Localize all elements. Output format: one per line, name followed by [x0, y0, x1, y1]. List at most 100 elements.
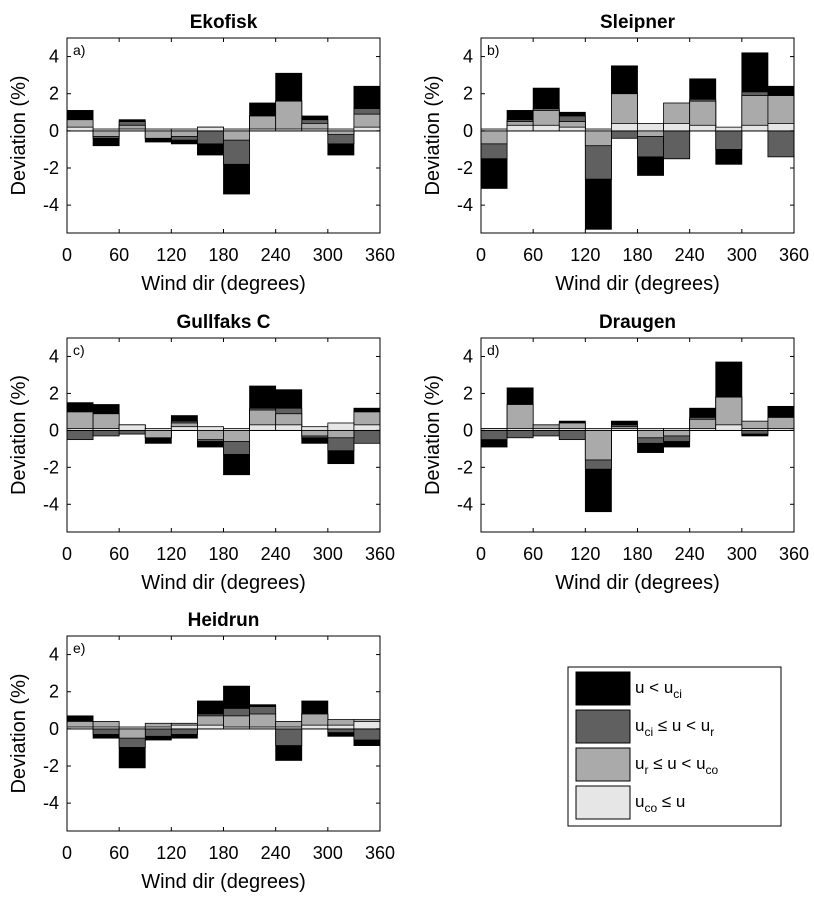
- bar: [170, 130, 198, 137]
- bar: [275, 128, 303, 132]
- bar: [223, 428, 250, 431]
- bar: [558, 126, 586, 132]
- chart-title: Gullfaks C: [177, 312, 271, 333]
- bar: [506, 428, 534, 431]
- bar: [584, 128, 612, 132]
- bar: [275, 424, 303, 431]
- bar: [637, 429, 664, 439]
- x-tick-label: 300: [727, 544, 757, 564]
- y-axis-label: Deviation (%): [8, 375, 30, 495]
- bar: [558, 428, 586, 431]
- y-axis-label: Deviation (%): [422, 375, 444, 495]
- x-tick-label: 240: [261, 544, 291, 564]
- x-tick-label: 0: [62, 245, 72, 265]
- x-tick-label: 360: [365, 843, 395, 863]
- legend: u < uci uci ≤ u < ur ur ≤ u < uco uco ≤ u: [567, 666, 782, 827]
- bar: [197, 426, 224, 431]
- bar: [611, 428, 638, 431]
- bar: [92, 728, 120, 735]
- bar: [506, 404, 534, 431]
- y-tick-label: 0: [49, 420, 59, 440]
- chart-title: Draugen: [599, 312, 676, 333]
- bar: [66, 429, 94, 441]
- bar: [197, 126, 224, 132]
- bar: [506, 429, 534, 439]
- bar: [663, 429, 691, 437]
- bar: [144, 128, 172, 132]
- y-tick-label: 0: [49, 121, 59, 141]
- y-tick-label: 4: [49, 346, 59, 366]
- x-tick-label: 180: [208, 245, 238, 265]
- bar: [480, 130, 508, 145]
- bar: [767, 130, 795, 158]
- bar: [144, 130, 172, 139]
- x-tick-label: 120: [570, 544, 600, 564]
- bar: [327, 728, 355, 733]
- x-tick-label: 300: [313, 245, 343, 265]
- bar: [637, 428, 664, 431]
- x-tick-label: 60: [523, 544, 543, 564]
- y-tick-label: 2: [49, 84, 59, 104]
- y-tick-label: -2: [457, 158, 473, 178]
- bar: [741, 124, 769, 132]
- bar: [663, 428, 691, 431]
- x-tick-label: 360: [779, 544, 809, 564]
- bar: [66, 411, 94, 431]
- bar: [92, 413, 120, 431]
- bar: [249, 128, 277, 132]
- x-tick-label: 0: [476, 245, 486, 265]
- y-axis-label: Deviation (%): [8, 673, 30, 793]
- y-tick-label: 4: [49, 645, 59, 665]
- bar: [532, 124, 560, 132]
- y-tick-label: -2: [43, 756, 59, 776]
- x-tick-label: 300: [313, 843, 343, 863]
- legend-swatch: [575, 709, 631, 744]
- x-tick-label: 120: [156, 544, 186, 564]
- x-tick-label: 360: [365, 544, 395, 564]
- bar: [637, 123, 664, 132]
- bar: [301, 724, 329, 730]
- legend-entry: ur ≤ u < uco: [575, 747, 719, 782]
- bar: [715, 130, 743, 150]
- chart-title: Sleipner: [600, 12, 676, 33]
- y-tick-label: -4: [457, 195, 473, 215]
- chart-panel: 0 60 120 180 240 300 360 4 2 0 -2 -4 Sleipner b) Wind …: [422, 12, 809, 295]
- x-tick-label: 240: [675, 245, 705, 265]
- legend-entry: uco ≤ u: [575, 785, 685, 820]
- bar: [327, 724, 355, 730]
- y-tick-label: 2: [49, 682, 59, 702]
- bar: [275, 100, 303, 132]
- x-tick-label: 180: [622, 544, 652, 564]
- x-tick-label: 180: [208, 843, 238, 863]
- x-tick-label: 0: [62, 544, 72, 564]
- x-tick-label: 0: [62, 843, 72, 863]
- bar: [506, 124, 534, 132]
- y-tick-label: -4: [457, 494, 473, 514]
- bar: [584, 428, 612, 431]
- bar: [741, 428, 769, 431]
- bar: [353, 721, 381, 730]
- chart-panel: 0 60 120 180 240 300 360 4 2 0 -2 -4 Gullfaks C c) Win…: [8, 312, 395, 594]
- bar: [611, 123, 638, 132]
- bar: [197, 429, 224, 441]
- bar: [767, 123, 795, 132]
- y-tick-label: 4: [49, 47, 59, 67]
- x-tick-label: 360: [779, 245, 809, 265]
- x-tick-label: 240: [261, 843, 291, 863]
- chart-panel: 0 60 120 180 240 300 360 4 2 0 -2 -4 Ekofisk a) Wind d…: [8, 12, 395, 295]
- bar: [275, 728, 303, 746]
- bar: [92, 429, 120, 437]
- bar: [223, 130, 250, 141]
- x-tick-label: 120: [156, 245, 186, 265]
- bar: [144, 429, 172, 439]
- bar: [66, 126, 94, 132]
- x-tick-label: 180: [208, 544, 238, 564]
- bar: [118, 128, 146, 132]
- bar: [715, 424, 743, 431]
- bar: [118, 726, 146, 730]
- chart-panel: 0 60 120 180 240 300 360 4 2 0 -2 -4 Draugen d) Wind d…: [422, 312, 809, 594]
- bar: [223, 726, 250, 730]
- y-tick-label: 4: [463, 47, 473, 67]
- x-tick-label: 180: [622, 245, 652, 265]
